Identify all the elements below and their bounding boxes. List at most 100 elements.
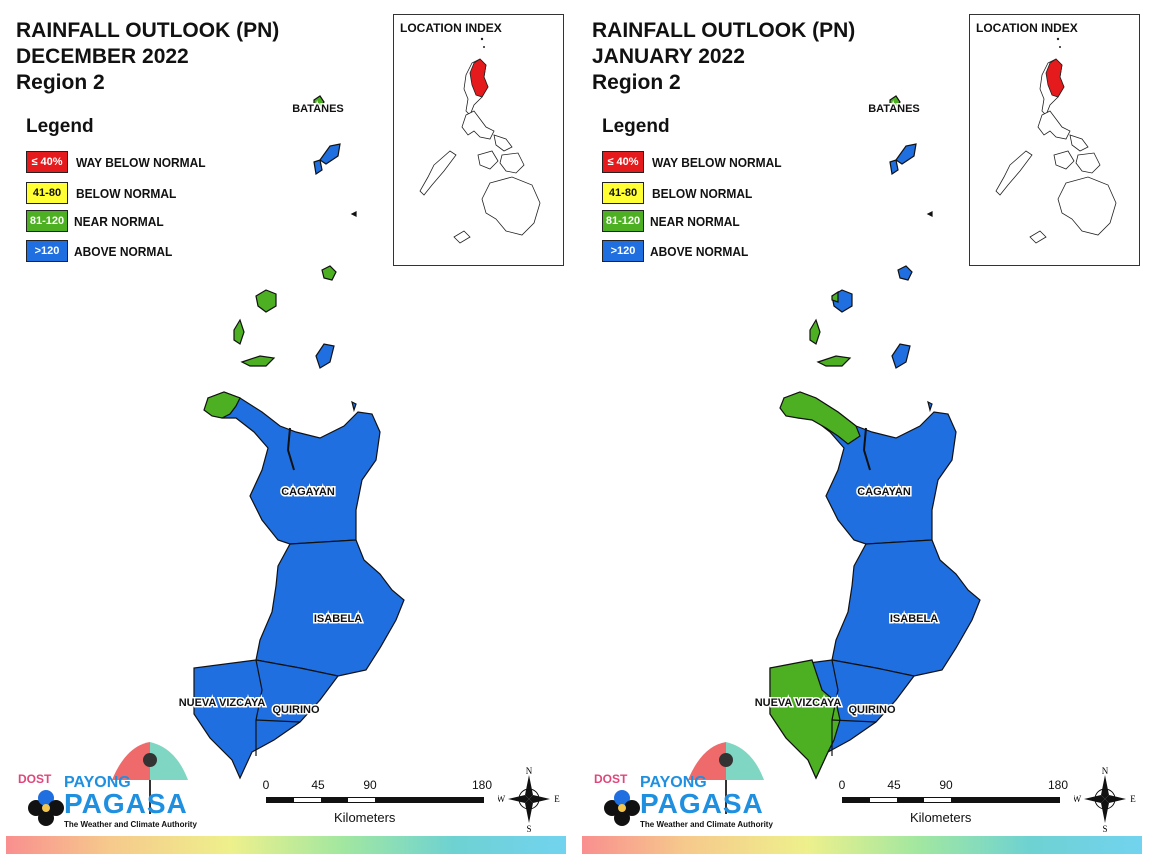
legend-swatch: 81-120 — [602, 210, 644, 232]
color-strip — [582, 836, 1142, 854]
bicol — [493, 134, 513, 152]
legend-swatch: ≤ 40% — [26, 151, 68, 173]
umbrella-icon — [28, 742, 188, 826]
legend-label: WAY BELOW NORMAL — [652, 155, 782, 170]
isabela-label: ISABELA — [314, 613, 362, 625]
north-arrow-compass: N S W E — [1073, 765, 1137, 834]
babuyan-islet — [926, 211, 933, 217]
sulu — [453, 230, 471, 244]
bicol — [1069, 134, 1089, 152]
compass-icon: N S W E — [497, 766, 561, 834]
babuyan-island — [809, 318, 821, 345]
nueva-vizcaya-province — [769, 659, 841, 780]
map-title: RAINFALL OUTLOOK (PN) DECEMBER 2022 Regi… — [16, 18, 279, 96]
region-2-map: BATANES CAGAYAN ISABELA NUEVA VIZCAYA QU… — [753, 95, 981, 780]
scale-tick: 90 — [939, 778, 953, 792]
dost-text: DOST — [18, 772, 52, 786]
scale-bar-segments — [266, 797, 484, 803]
legend-label: BELOW NORMAL — [76, 186, 177, 201]
pagasa-tagline: The Weather and Climate Authority — [640, 820, 773, 829]
batanes-island — [319, 143, 341, 165]
legend-label: WAY BELOW NORMAL — [76, 155, 206, 170]
babuyan-island — [321, 265, 337, 281]
title-month: JANUARY 2022 — [592, 45, 745, 68]
legend-label: NEAR NORMAL — [74, 214, 164, 229]
babuyan-island — [240, 355, 276, 367]
legend-heading: Legend — [26, 116, 94, 137]
payong-text: PAYONG — [64, 774, 131, 791]
babuyan-islet — [350, 211, 357, 217]
compass-w: W — [1074, 794, 1082, 804]
scale-unit: Kilometers — [910, 810, 972, 825]
legend-swatch: 41-80 — [602, 182, 644, 204]
islet — [351, 400, 357, 413]
location-index-inset: LOCATION INDEX — [969, 14, 1140, 266]
scale-tick: 0 — [838, 778, 846, 792]
isabela-label: ISABELA — [890, 613, 938, 625]
compass-s: S — [1102, 824, 1107, 833]
location-index-inset: LOCATION INDEX — [393, 14, 564, 266]
batanes-island — [889, 95, 901, 109]
palawan — [419, 150, 457, 196]
location-index-title: LOCATION INDEX — [976, 21, 1078, 35]
pagasa-logo: DOST PAYONG PAGASA The Weather and Clima… — [592, 740, 773, 832]
legend-swatch: >120 — [26, 240, 68, 262]
scale-tick: 90 — [363, 778, 377, 792]
scale-tick: 180 — [471, 778, 493, 792]
legend-label: ABOVE NORMAL — [74, 244, 173, 259]
north-arrow-compass: N S W E — [497, 765, 561, 834]
legend-label: BELOW NORMAL — [652, 186, 753, 201]
quirino-label: QUIRINO — [272, 704, 320, 716]
region-2-highlight — [1045, 58, 1065, 98]
scale-tick: 45 — [887, 778, 901, 792]
color-strip — [6, 836, 566, 854]
babuyan-island — [891, 343, 911, 369]
dost-text: DOST — [594, 772, 628, 786]
payong-text: PAYONG — [640, 774, 707, 791]
philippines-outline — [995, 37, 1117, 244]
palawan — [995, 150, 1033, 196]
cagayan-near-normal — [203, 391, 241, 419]
batanes-island — [889, 159, 899, 176]
isabela-province — [831, 539, 981, 677]
pagasa-text: PAGASA — [64, 788, 188, 819]
title-region: Region 2 — [592, 71, 681, 94]
compass-e: E — [554, 794, 560, 804]
provincial-boundary — [255, 659, 263, 756]
compass-w: W — [498, 794, 506, 804]
nueva-vizcaya-quirino — [193, 659, 340, 780]
luzon-south — [461, 110, 495, 140]
map-panel-december: RAINFALL OUTLOOK (PN) DECEMBER 2022 Regi… — [6, 14, 566, 854]
map-title: RAINFALL OUTLOOK (PN) JANUARY 2022 Regio… — [592, 18, 855, 96]
provincial-boundary — [255, 719, 301, 723]
nueva-vizcaya-label: NUEVA VIZCAYA — [755, 697, 842, 709]
scale-tick: 0 — [262, 778, 270, 792]
scale-tick: 45 — [311, 778, 325, 792]
legend-heading: Legend — [602, 116, 670, 137]
compass-e: E — [1130, 794, 1136, 804]
legend-swatch: 81-120 — [26, 210, 68, 232]
region-2-highlight — [469, 58, 489, 98]
legend-swatch: >120 — [602, 240, 644, 262]
pagasa-text: PAGASA — [640, 788, 764, 819]
babuyan-island — [315, 343, 335, 369]
babuyan-island-part — [831, 290, 839, 303]
islet — [927, 400, 933, 413]
visayas-east — [499, 152, 525, 174]
batanes-label: BATANES — [292, 103, 344, 115]
title-line-1: RAINFALL OUTLOOK (PN) — [16, 19, 280, 42]
legend-swatch: ≤ 40% — [602, 151, 644, 173]
visayas-east — [1075, 152, 1101, 174]
compass-icon: N S W E — [1073, 766, 1137, 834]
pagasa-tagline: The Weather and Climate Authority — [64, 820, 197, 829]
title-month: DECEMBER 2022 — [16, 45, 189, 68]
babuyan-island — [897, 265, 913, 281]
mindanao — [1057, 176, 1117, 236]
compass-n: N — [1102, 766, 1109, 776]
scale-bar: 0 45 90 180 Kilometers — [838, 778, 1068, 828]
nueva-vizcaya-label: NUEVA VIZCAYA — [179, 697, 266, 709]
babuyan-island — [816, 355, 852, 367]
scale-tick: 180 — [1047, 778, 1069, 792]
batanes-label: BATANES — [868, 103, 920, 115]
location-index-title: LOCATION INDEX — [400, 21, 502, 35]
